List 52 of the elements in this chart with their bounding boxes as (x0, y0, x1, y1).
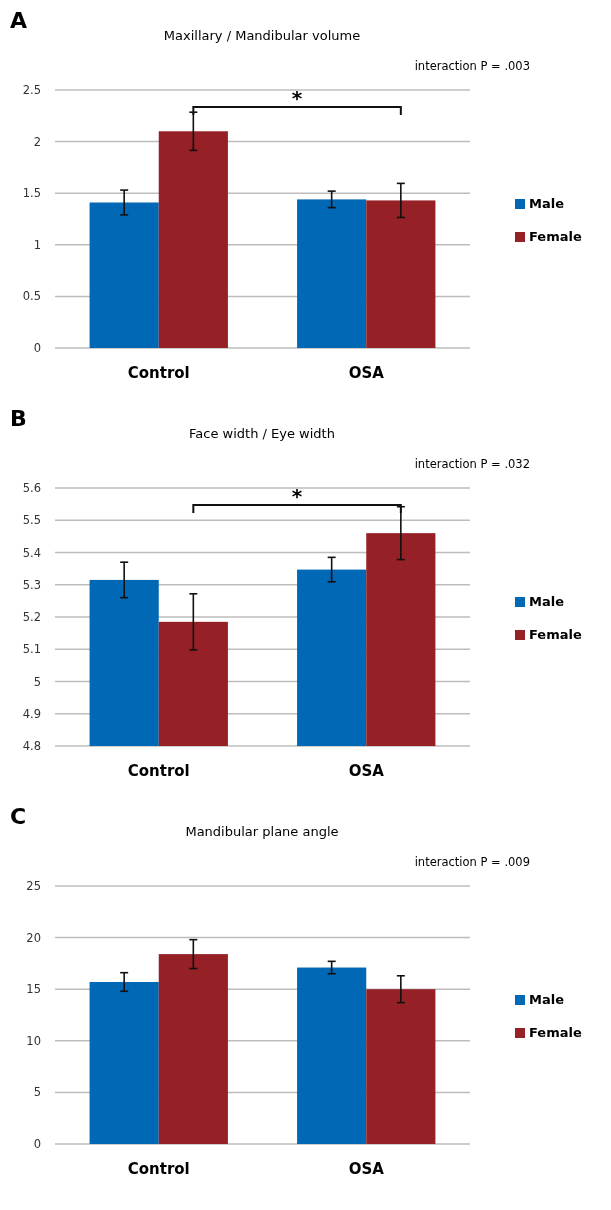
x-tick-label: OSA (348, 364, 385, 382)
legend-label: Male (529, 992, 565, 1007)
y-tick-label: 5.2 (22, 610, 41, 624)
bar (297, 967, 367, 1144)
text: A (10, 8, 28, 33)
bar (158, 954, 228, 1144)
text: interaction P = .003 (414, 59, 530, 73)
y-tick-label: 5.5 (22, 513, 41, 528)
x-tick-label: Control (127, 1160, 190, 1178)
text: B (10, 406, 27, 431)
y-tick-label: 25 (26, 879, 41, 893)
y-tick-label: 20 (26, 930, 41, 945)
x-tick-label: Control (127, 364, 190, 382)
text: interaction P = .009 (414, 855, 530, 869)
y-tick-label: 4.8 (22, 739, 41, 753)
y-tick-label: 10 (26, 1033, 41, 1048)
x-tick-label: OSA (348, 762, 385, 780)
y-tick-label: 4.9 (22, 706, 41, 721)
legend-label: Female (529, 229, 582, 244)
chart-title: Mandibular plane angle (185, 824, 339, 839)
y-tick-label: 5.6 (22, 481, 41, 495)
y-tick-label: 5.1 (22, 642, 41, 657)
legend-label: Female (529, 1025, 582, 1040)
y-tick-label: 2.5 (22, 83, 41, 97)
legend-label: Female (529, 627, 582, 642)
y-tick-label: 0.5 (22, 289, 41, 304)
text: C (10, 804, 27, 829)
bar (89, 202, 159, 348)
legend-label: Male (529, 594, 565, 609)
y-tick-label: 5.4 (22, 545, 41, 560)
y-tick-label: 5 (33, 674, 41, 689)
x-tick-label: OSA (348, 1160, 385, 1178)
y-tick-label: 15 (26, 982, 41, 997)
y-tick-label: 0 (33, 1137, 41, 1151)
bar (297, 199, 367, 348)
y-tick-label: 1.5 (22, 186, 41, 201)
y-tick-label: 0 (33, 341, 41, 355)
bar (89, 981, 159, 1144)
y-tick-label: 5 (33, 1085, 41, 1100)
y-tick-label: 2 (33, 134, 41, 149)
annotation: * (291, 484, 303, 508)
x-tick-label: Control (127, 762, 190, 780)
bar (158, 131, 228, 348)
y-tick-label: 5.3 (22, 577, 41, 592)
chart-title: Maxillary / Mandibular volume (163, 28, 361, 43)
bar (366, 989, 436, 1144)
text: interaction P = .032 (414, 457, 530, 471)
chart-title: Face width / Eye width (189, 426, 335, 441)
y-tick-label: 1 (33, 237, 41, 252)
bar (366, 200, 436, 348)
annotation: * (291, 86, 303, 110)
legend-label: Male (529, 196, 565, 211)
